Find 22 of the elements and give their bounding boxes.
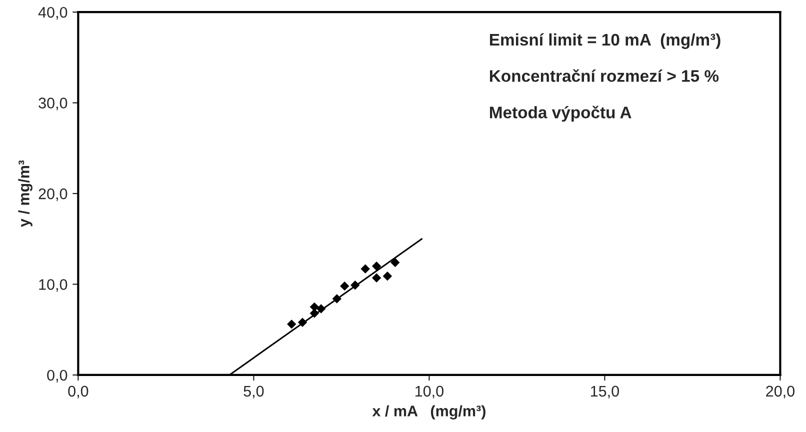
- x-tick-label: 5,0: [244, 386, 264, 398]
- x-tick-label: 10,0: [415, 386, 444, 398]
- annotation: Metoda výpočtu A: [490, 106, 632, 122]
- y-axis-title: y / mg/m³: [18, 160, 32, 227]
- point: [382, 271, 392, 281]
- y-tick-label: 40,0: [38, 6, 68, 20]
- point: [390, 258, 400, 268]
- annotation: Emisní limit = 10 mA (mg/m³): [490, 33, 720, 50]
- x-tick-label: 20,0: [766, 386, 794, 398]
- x-tick-label: 0,0: [68, 386, 88, 398]
- point: [340, 281, 350, 291]
- x-tick-label: 15,0: [591, 386, 619, 398]
- point: [372, 273, 382, 283]
- x-axis-title: x / mA (mg/m³): [372, 405, 486, 420]
- y-tick-label: 10,0: [39, 279, 68, 292]
- y-tick-label: 20,0: [38, 188, 68, 202]
- point: [372, 262, 382, 271]
- point: [286, 320, 296, 329]
- point: [360, 264, 370, 274]
- y-tick-label: 0,0: [47, 370, 68, 382]
- y-tick-label: 30,0: [38, 98, 68, 110]
- annotation: Koncentrační rozmezí > 15 %: [490, 69, 719, 82]
